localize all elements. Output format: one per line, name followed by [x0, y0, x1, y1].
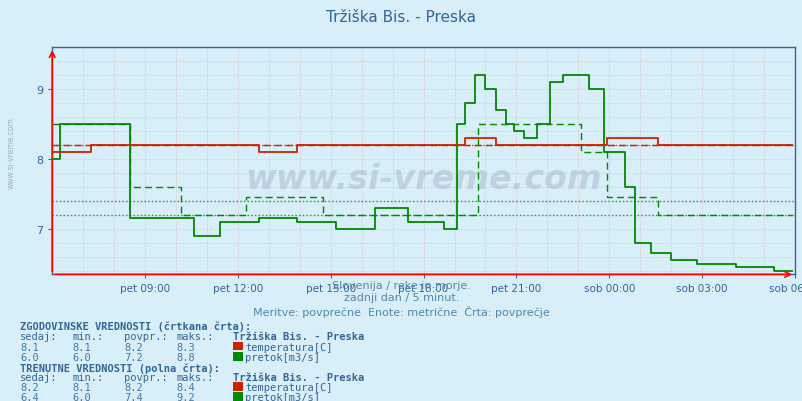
Text: 6.4: 6.4 [20, 392, 38, 401]
Text: 8.3: 8.3 [176, 342, 195, 352]
Text: maks.:: maks.: [176, 372, 214, 382]
Text: min.:: min.: [72, 372, 103, 382]
Text: sedaj:: sedaj: [20, 372, 58, 382]
Text: Tržiška Bis. - Preska: Tržiška Bis. - Preska [233, 332, 363, 342]
Text: 8.2: 8.2 [124, 382, 143, 392]
Text: 7.4: 7.4 [124, 392, 143, 401]
Text: Tržiška Bis. - Preska: Tržiška Bis. - Preska [233, 372, 363, 382]
Text: pretok[m3/s]: pretok[m3/s] [245, 352, 319, 362]
Text: povpr.:: povpr.: [124, 372, 168, 382]
Text: maks.:: maks.: [176, 332, 214, 342]
Text: 8.2: 8.2 [124, 342, 143, 352]
Text: 8.1: 8.1 [72, 382, 91, 392]
Text: 6.0: 6.0 [72, 392, 91, 401]
Text: 8.8: 8.8 [176, 352, 195, 362]
Text: zadnji dan / 5 minut.: zadnji dan / 5 minut. [343, 293, 459, 303]
Text: 8.1: 8.1 [72, 342, 91, 352]
Text: 6.0: 6.0 [72, 352, 91, 362]
Text: 8.1: 8.1 [20, 342, 38, 352]
Text: www.si-vreme.com: www.si-vreme.com [245, 163, 602, 196]
Text: Tržiška Bis. - Preska: Tržiška Bis. - Preska [326, 10, 476, 25]
Text: min.:: min.: [72, 332, 103, 342]
Text: temperatura[C]: temperatura[C] [245, 382, 332, 392]
Text: 6.0: 6.0 [20, 352, 38, 362]
Text: 8.4: 8.4 [176, 382, 195, 392]
Text: Meritve: povprečne  Enote: metrične  Črta: povprečje: Meritve: povprečne Enote: metrične Črta:… [253, 305, 549, 317]
Text: pretok[m3/s]: pretok[m3/s] [245, 392, 319, 401]
Text: www.si-vreme.com: www.si-vreme.com [6, 117, 15, 188]
Text: TRENUTNE VREDNOSTI (polna črta):: TRENUTNE VREDNOSTI (polna črta): [20, 362, 220, 373]
Text: 9.2: 9.2 [176, 392, 195, 401]
Text: temperatura[C]: temperatura[C] [245, 342, 332, 352]
Text: 8.2: 8.2 [20, 382, 38, 392]
Text: 7.2: 7.2 [124, 352, 143, 362]
Text: sedaj:: sedaj: [20, 332, 58, 342]
Text: Slovenija / reke in morje.: Slovenija / reke in morje. [332, 281, 470, 291]
Text: ZGODOVINSKE VREDNOSTI (črtkana črta):: ZGODOVINSKE VREDNOSTI (črtkana črta): [20, 321, 251, 331]
Text: povpr.:: povpr.: [124, 332, 168, 342]
